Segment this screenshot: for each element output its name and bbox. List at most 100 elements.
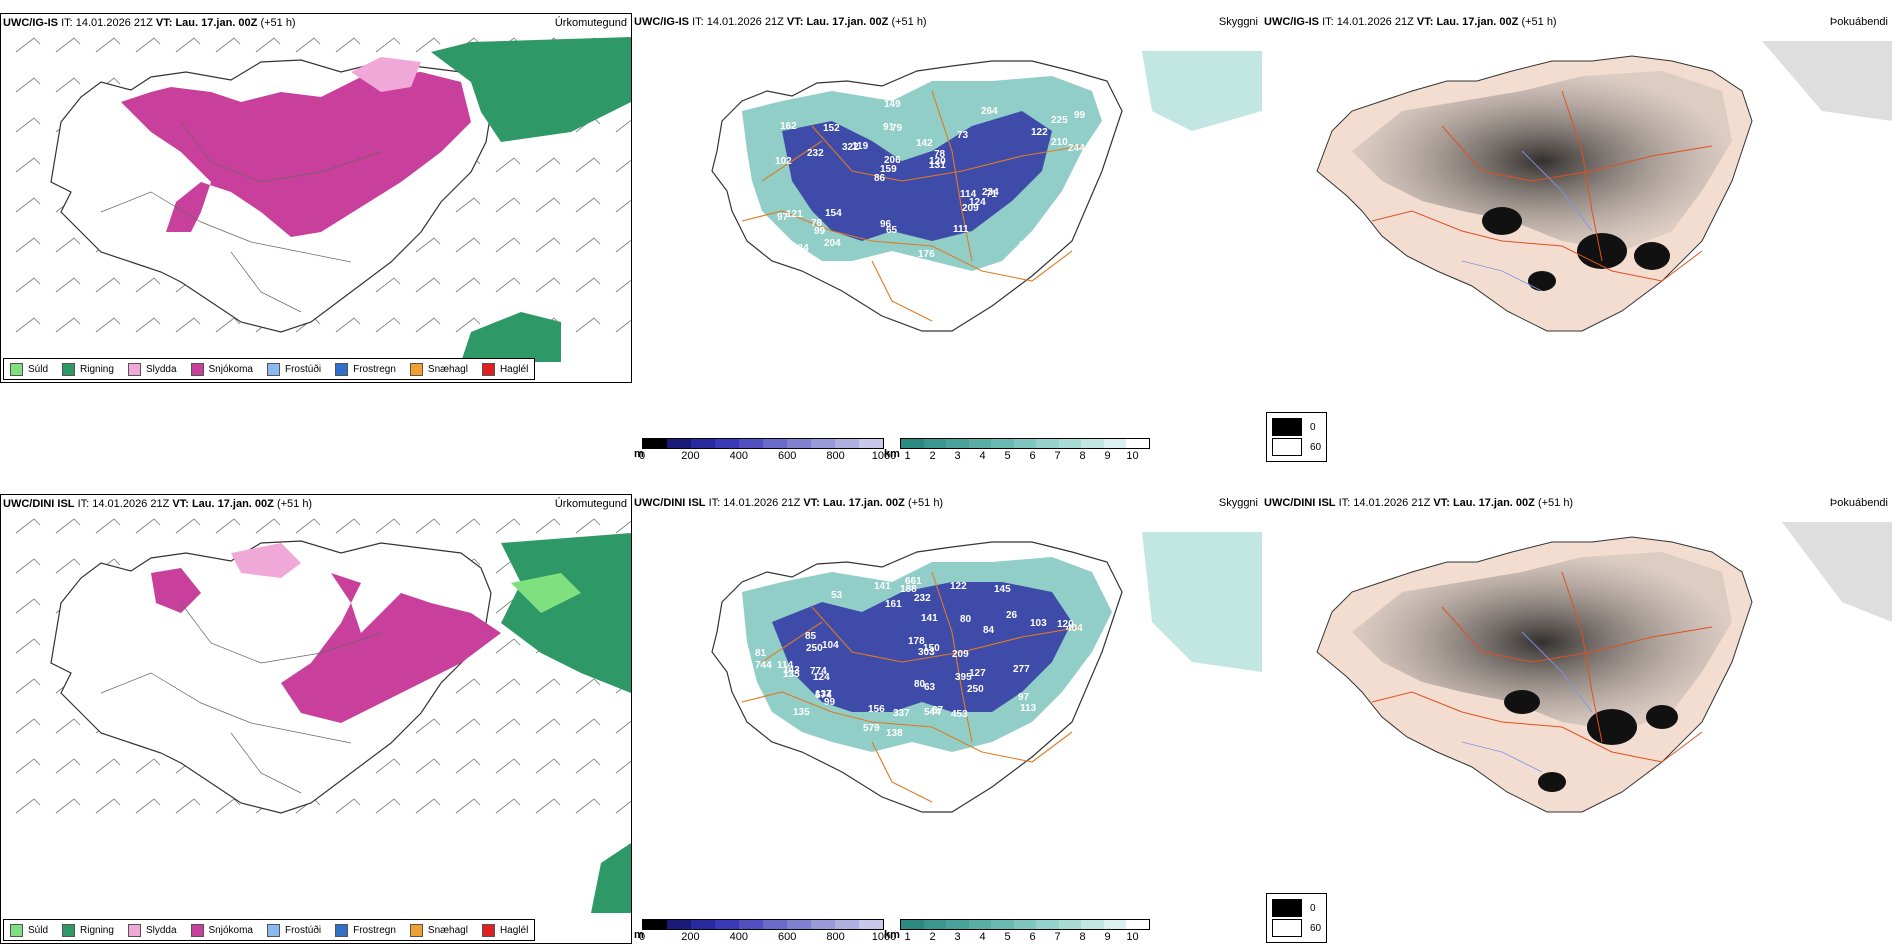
wind-barb	[615, 800, 631, 814]
wind-barb	[135, 277, 161, 293]
wind-barb	[95, 758, 121, 774]
wind-barb	[15, 638, 41, 654]
wind-barb	[575, 237, 601, 253]
scale-color-step	[1036, 439, 1059, 448]
wind-barb	[455, 197, 481, 213]
wind-barb	[535, 237, 561, 253]
wind-barb	[495, 197, 521, 213]
scale-color-step	[811, 920, 835, 929]
scale-color-step	[811, 439, 835, 448]
scale-tick-label: 3	[954, 931, 961, 943]
scale-tick-label: 600	[778, 931, 797, 943]
visibility-m-scale: 0 200 400 600 800 1000 m	[634, 438, 896, 462]
scale-swatch-white	[1272, 438, 1302, 456]
wind-barb	[415, 277, 441, 293]
panel-header: UWC/DINI ISL IT: 14.01.2026 21Z VT: Lau.…	[634, 497, 944, 509]
panel-title: Úrkomutegund	[554, 498, 627, 510]
legend-item: Haglél	[481, 362, 528, 376]
wind-barb	[615, 119, 631, 133]
wind-barb	[55, 237, 81, 253]
wind-barb	[335, 37, 361, 53]
wind-barb	[255, 37, 281, 53]
visibility-value-label: 120	[1057, 619, 1074, 630]
precip-type-panel-top: UWC/IG-IS IT: 14.01.2026 21Z VT: Lau. 17…	[0, 13, 632, 383]
wind-barb	[15, 518, 41, 534]
scale-tick-label: 1	[904, 450, 911, 462]
visibility-value-label: 142	[916, 138, 933, 149]
scale-color-step	[968, 439, 992, 448]
wind-barb	[135, 758, 161, 774]
scale-tick-label: 2	[929, 931, 936, 943]
scale-color-step	[901, 920, 924, 929]
cloud-panel-top: UWC/IG-IS IT: 14.01.2026 21Z VT: Lau. 17…	[1262, 13, 1894, 463]
scale-color-step	[991, 439, 1014, 448]
visibility-value-label: 124	[813, 672, 830, 683]
visibility-value-label: 80	[914, 679, 926, 690]
visibility-value-label: 774	[810, 666, 827, 677]
cloud-indicator-map	[1316, 522, 1892, 813]
wind-barb	[535, 277, 561, 293]
scale-color-step	[968, 920, 992, 929]
wind-barb	[95, 518, 121, 534]
visibility-value-label: 209	[952, 649, 969, 660]
legend-item: Frostúði	[266, 362, 321, 376]
scale-color-step	[923, 920, 947, 929]
visibility-map: 183 102 225 86 73 534 91 142 121 119 110 99 79 78 71 16…	[711, 51, 1262, 332]
visibility-value-label: 131	[929, 160, 946, 171]
wind-barb	[575, 798, 601, 814]
scale-tick-label: 0	[638, 450, 646, 462]
visibility-m-scale: 0 200 400 600 800 1000 m	[634, 919, 896, 943]
visibility-value-label: 26	[1006, 610, 1018, 621]
wind-barb	[55, 277, 81, 293]
wind-barb	[455, 277, 481, 293]
wind-barb	[55, 77, 81, 93]
visibility-km-scale: 1 2 3 4 5 6 7 8 9 10 km	[884, 919, 1150, 943]
scale-color-step	[835, 439, 859, 448]
wind-barb	[15, 277, 41, 293]
visibility-value-label: 225	[1051, 115, 1068, 126]
wind-barb	[295, 37, 321, 53]
visibility-value-label: 204	[824, 238, 841, 249]
visibility-value-label: 81	[755, 648, 767, 659]
scale-color-step	[667, 920, 691, 929]
scale-tick-label: 400	[729, 450, 748, 462]
scale-color-step	[1126, 439, 1150, 448]
wind-barb	[175, 798, 201, 814]
cloud-indicator-map	[1316, 41, 1892, 332]
scale-color-step	[787, 439, 811, 448]
visibility-value-label: 188	[900, 584, 917, 595]
visibility-value-label: 137	[815, 689, 832, 700]
wind-barb	[55, 518, 81, 534]
wind-barb	[95, 317, 121, 333]
legend-item: Frostúði	[266, 923, 321, 937]
wind-barb	[135, 518, 161, 534]
legend-item: Haglél	[481, 923, 528, 937]
wind-barb	[375, 758, 401, 774]
wind-barb	[535, 518, 561, 534]
wind-barb	[95, 37, 121, 53]
wind-barb	[215, 317, 241, 333]
visibility-value-label: 579	[863, 723, 880, 734]
wind-barb	[215, 518, 241, 534]
wind-barb	[415, 758, 441, 774]
legend-item: Rigning	[62, 362, 114, 376]
scale-color-step	[1036, 920, 1059, 929]
panel-header: UWC/IG-IS IT: 14.01.2026 21Z VT: Lau. 17…	[634, 16, 927, 28]
wind-barb	[535, 758, 561, 774]
wind-barb	[55, 758, 81, 774]
visibility-value-label: 78	[934, 149, 946, 160]
legend-item: Snjókoma	[190, 923, 253, 937]
visibility-value-label: 176	[918, 249, 935, 260]
visibility-value-label: 71	[986, 189, 998, 200]
wind-barb	[575, 758, 601, 774]
visibility-value-label: 110	[762, 233, 779, 244]
visibility-value-label: 152	[823, 123, 840, 134]
scale-tick-label: 800	[826, 450, 845, 462]
visibility-value-label: 122	[1031, 127, 1048, 138]
visibility-value-label: 135	[783, 669, 800, 680]
visibility-value-label: 78	[811, 218, 823, 229]
visibility-value-label: 121	[786, 209, 803, 220]
wind-barb	[375, 37, 401, 53]
wind-barb	[455, 758, 481, 774]
visibility-value-label: 210	[1051, 137, 1068, 148]
